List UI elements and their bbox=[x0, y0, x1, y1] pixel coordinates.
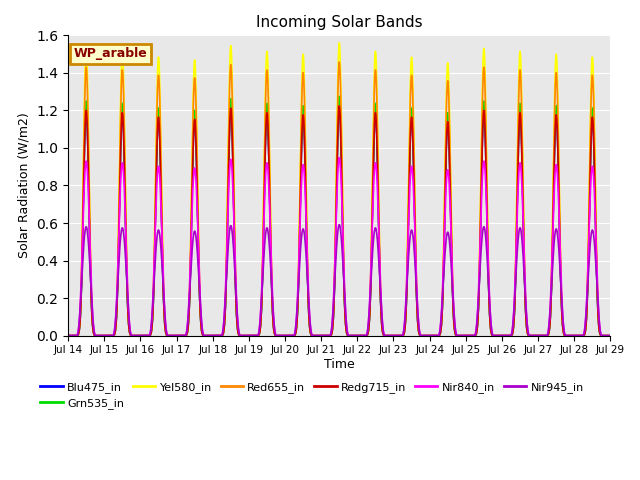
Nir840_in bbox=[431, 333, 438, 338]
Blu475_in bbox=[431, 333, 438, 338]
Nir945_in bbox=[606, 333, 614, 338]
Red655_in bbox=[319, 333, 326, 338]
Blu475_in bbox=[64, 333, 72, 338]
Line: Blu475_in: Blu475_in bbox=[68, 106, 611, 336]
Line: Nir945_in: Nir945_in bbox=[68, 225, 611, 336]
Nir840_in bbox=[606, 333, 614, 338]
Grn535_in bbox=[162, 328, 170, 334]
Grn535_in bbox=[431, 333, 438, 338]
X-axis label: Time: Time bbox=[324, 358, 355, 371]
Redg715_in bbox=[64, 333, 72, 338]
Red655_in bbox=[64, 333, 72, 338]
Nir840_in bbox=[492, 333, 499, 338]
Legend: Blu475_in, Grn535_in, Yel580_in, Red655_in, Redg715_in, Nir840_in, Nir945_in: Blu475_in, Grn535_in, Yel580_in, Red655_… bbox=[36, 377, 588, 413]
Yel580_in bbox=[335, 40, 343, 46]
Nir840_in bbox=[162, 320, 170, 326]
Nir840_in bbox=[64, 333, 72, 338]
Nir945_in bbox=[319, 333, 326, 338]
Nir945_in bbox=[607, 333, 614, 338]
Yel580_in bbox=[492, 333, 499, 338]
Redg715_in bbox=[431, 333, 438, 338]
Redg715_in bbox=[162, 328, 170, 334]
Yel580_in bbox=[431, 333, 438, 338]
Blu475_in bbox=[606, 333, 614, 338]
Nir945_in bbox=[64, 333, 72, 338]
Line: Red655_in: Red655_in bbox=[68, 62, 611, 336]
Red655_in bbox=[162, 327, 170, 333]
Blu475_in bbox=[319, 333, 326, 338]
Redg715_in bbox=[319, 333, 326, 338]
Grn535_in bbox=[64, 333, 72, 338]
Redg715_in bbox=[607, 333, 614, 338]
Grn535_in bbox=[335, 94, 343, 99]
Title: Incoming Solar Bands: Incoming Solar Bands bbox=[256, 15, 422, 30]
Red655_in bbox=[492, 333, 499, 338]
Yel580_in bbox=[64, 333, 72, 338]
Nir840_in bbox=[607, 333, 614, 338]
Nir840_in bbox=[335, 155, 343, 160]
Blu475_in bbox=[461, 333, 468, 338]
Y-axis label: Solar Radiation (W/m2): Solar Radiation (W/m2) bbox=[18, 113, 31, 258]
Line: Nir840_in: Nir840_in bbox=[68, 157, 611, 336]
Red655_in bbox=[335, 59, 343, 65]
Red655_in bbox=[606, 333, 614, 338]
Nir840_in bbox=[319, 333, 326, 338]
Redg715_in bbox=[492, 333, 499, 338]
Grn535_in bbox=[606, 333, 614, 338]
Nir945_in bbox=[492, 333, 499, 338]
Redg715_in bbox=[335, 103, 343, 109]
Nir945_in bbox=[431, 333, 438, 338]
Text: WP_arable: WP_arable bbox=[74, 48, 147, 60]
Line: Grn535_in: Grn535_in bbox=[68, 96, 611, 336]
Blu475_in bbox=[162, 328, 170, 334]
Grn535_in bbox=[492, 333, 499, 338]
Nir945_in bbox=[335, 222, 343, 228]
Grn535_in bbox=[461, 333, 468, 338]
Blu475_in bbox=[335, 103, 343, 109]
Nir945_in bbox=[162, 321, 170, 326]
Nir945_in bbox=[461, 333, 468, 338]
Red655_in bbox=[461, 333, 468, 338]
Yel580_in bbox=[319, 333, 326, 338]
Line: Yel580_in: Yel580_in bbox=[68, 43, 611, 336]
Yel580_in bbox=[162, 327, 170, 333]
Red655_in bbox=[607, 333, 614, 338]
Blu475_in bbox=[607, 333, 614, 338]
Yel580_in bbox=[606, 333, 614, 338]
Redg715_in bbox=[606, 333, 614, 338]
Yel580_in bbox=[461, 333, 468, 338]
Line: Redg715_in: Redg715_in bbox=[68, 106, 611, 336]
Yel580_in bbox=[607, 333, 614, 338]
Nir840_in bbox=[461, 333, 468, 338]
Redg715_in bbox=[461, 333, 468, 338]
Grn535_in bbox=[319, 333, 326, 338]
Grn535_in bbox=[607, 333, 614, 338]
Blu475_in bbox=[492, 333, 499, 338]
Red655_in bbox=[431, 333, 438, 338]
